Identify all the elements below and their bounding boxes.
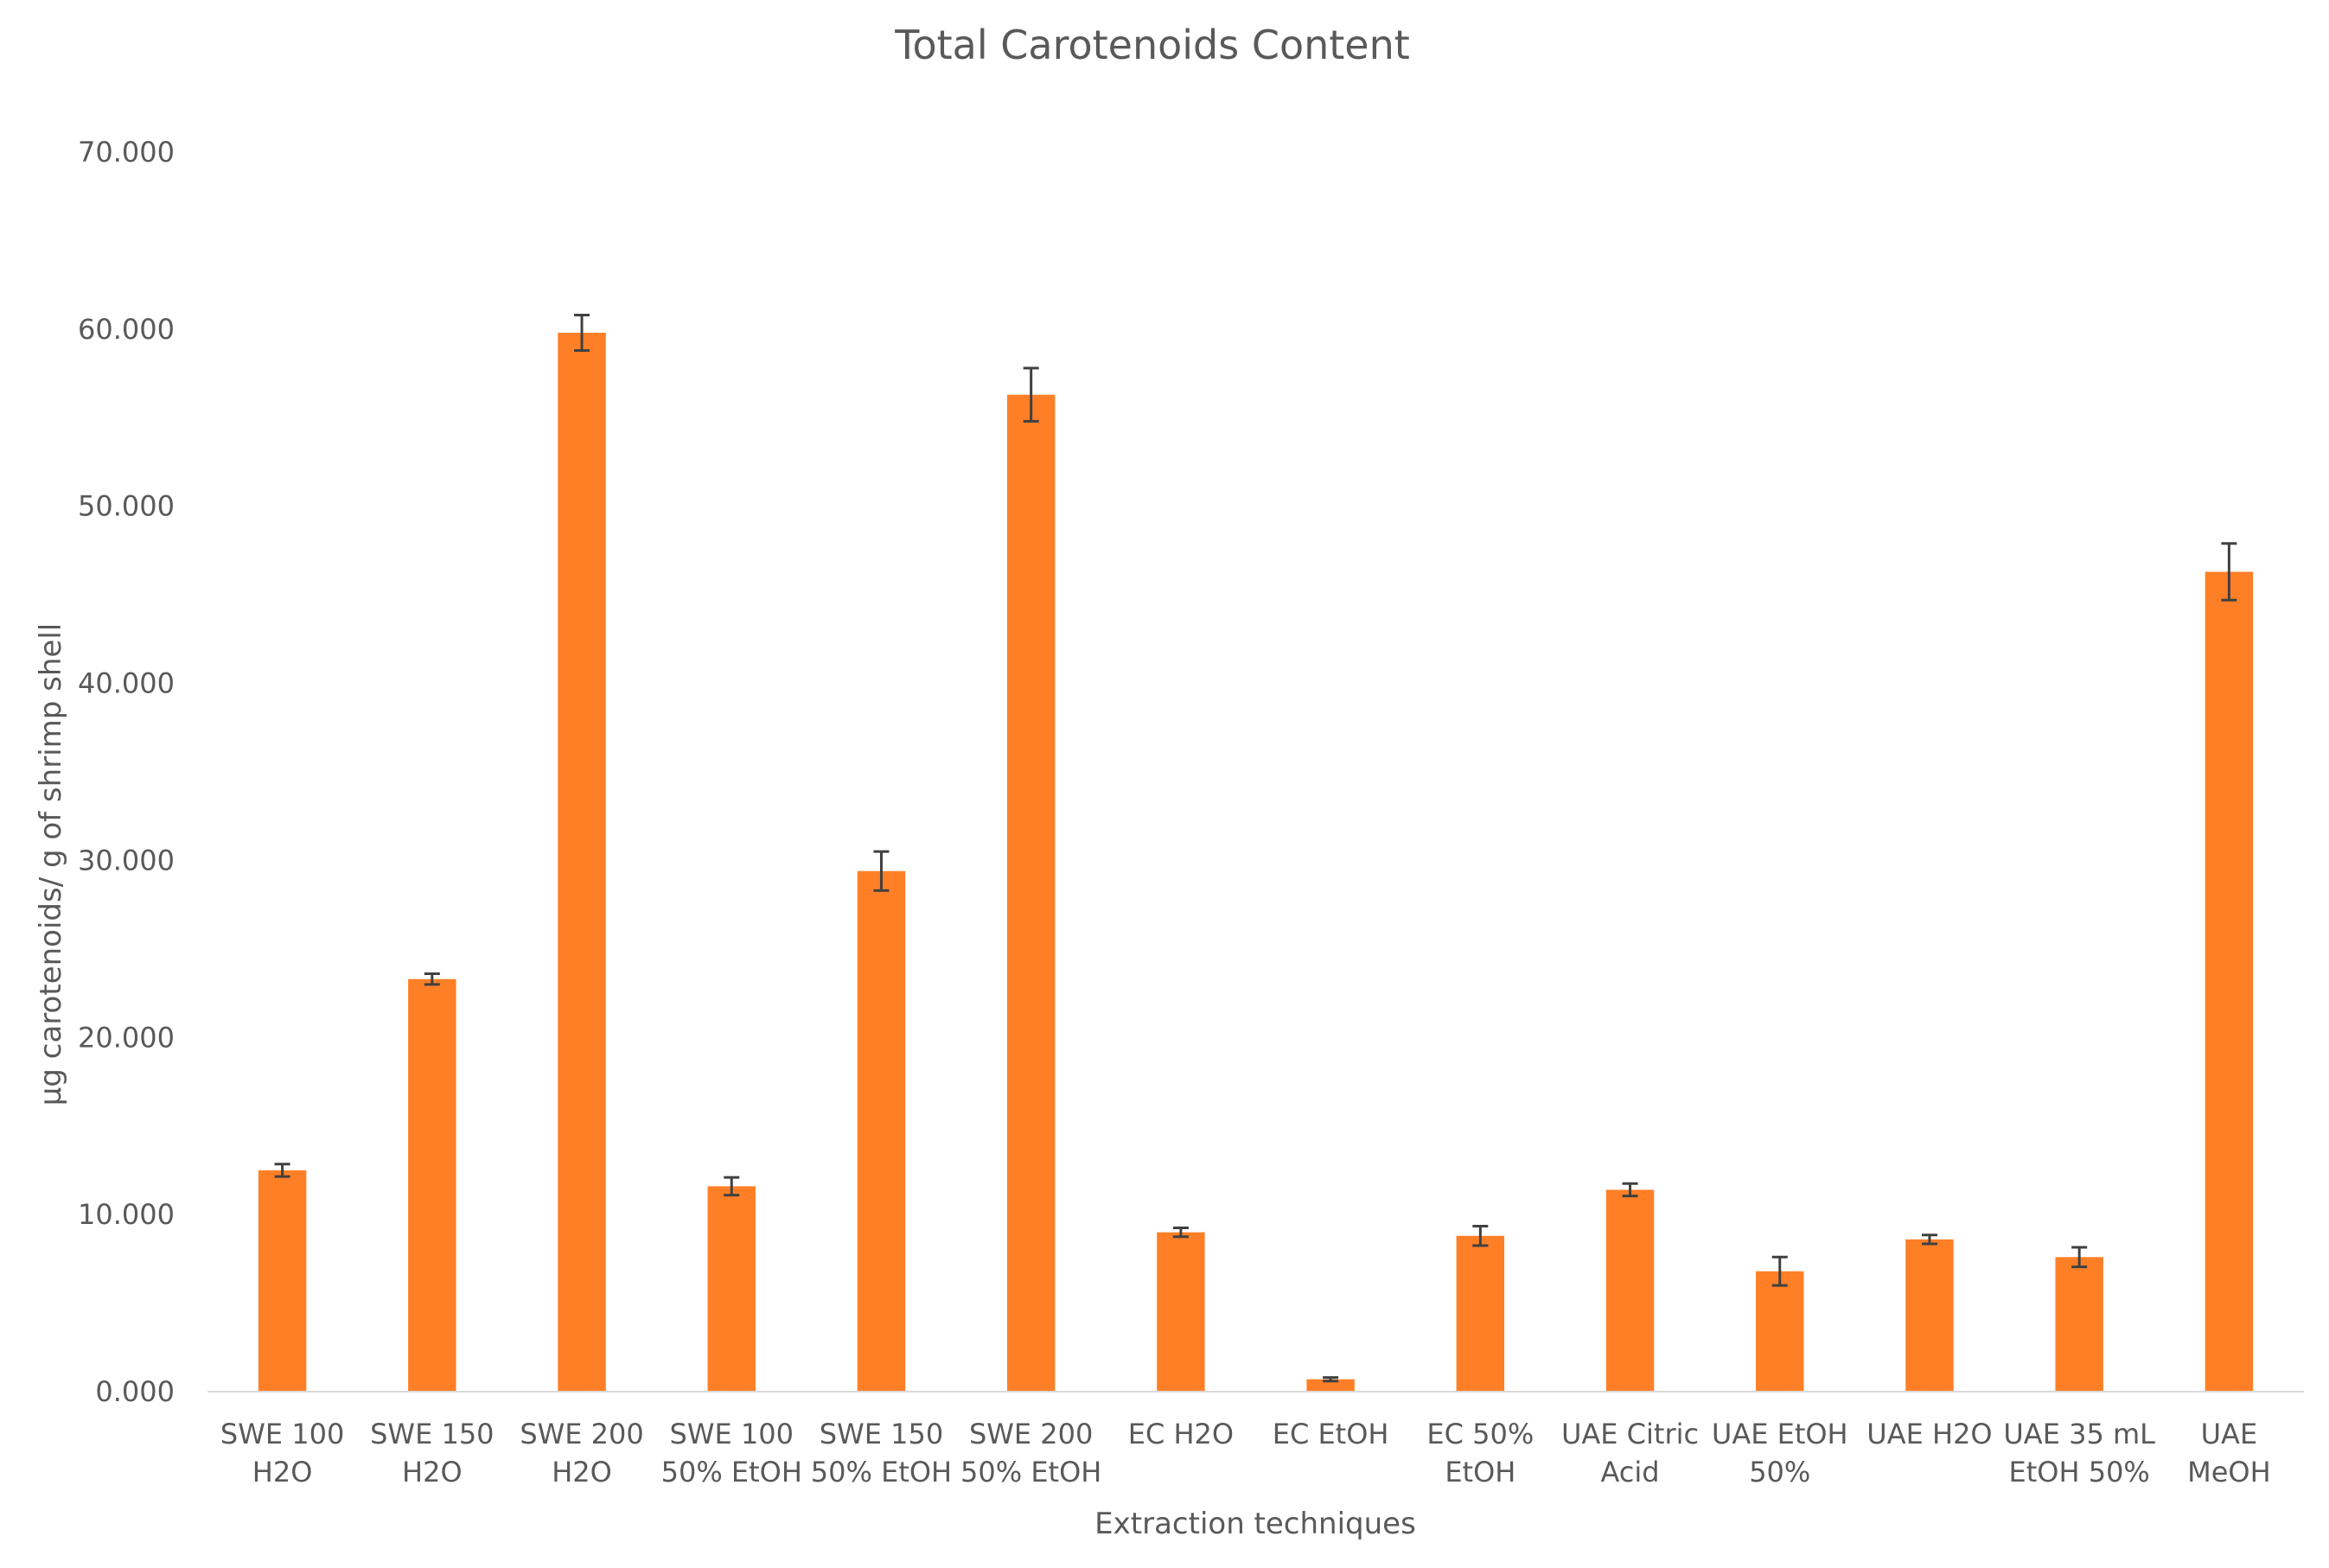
bar	[558, 332, 606, 1392]
bar	[2205, 571, 2254, 1392]
bar	[857, 870, 906, 1392]
x-tick-label: UAE Citric Acid	[1561, 1418, 1699, 1488]
bar	[1157, 1232, 1205, 1392]
x-axis-label: Extraction techniques	[1094, 1507, 1416, 1541]
x-tick-label: UAE EtOH 50%	[1712, 1418, 1848, 1488]
error-bar	[424, 972, 440, 986]
x-tick-label: UAE 35 mL EtOH 50%	[2003, 1418, 2155, 1488]
y-tick-label: 60.000	[78, 313, 175, 346]
chart-title: Total Carotenoids Content	[894, 22, 1410, 68]
x-tick-label: SWE 200 50% EtOH	[960, 1418, 1101, 1488]
y-tick-label: 20.000	[78, 1021, 175, 1054]
x-tick-label: SWE 100 50% EtOH	[661, 1418, 802, 1488]
y-tick-label: 10.000	[78, 1198, 175, 1231]
y-tick-label: 70.000	[78, 136, 175, 169]
bar	[1756, 1271, 1804, 1392]
bar	[258, 1170, 307, 1392]
error-bar	[274, 1163, 290, 1178]
bars	[258, 332, 2254, 1392]
x-tick-label: EC 50% EtOH	[1426, 1418, 1534, 1488]
x-tick-label: SWE 150 50% EtOH	[811, 1418, 952, 1488]
y-tick-label: 50.000	[78, 490, 175, 523]
error-bar	[2221, 542, 2237, 602]
bar	[2055, 1257, 2103, 1392]
error-bars	[274, 313, 2237, 1383]
bar	[707, 1186, 756, 1392]
bar	[1905, 1239, 1954, 1392]
x-tick-label: SWE 150 H2O	[370, 1418, 494, 1488]
error-bar	[1472, 1224, 1489, 1247]
y-tick-label: 30.000	[78, 844, 175, 876]
error-bar	[1771, 1255, 1788, 1287]
error-bar	[724, 1176, 740, 1197]
x-tick-labels: SWE 100 H2O SWE 150 H2O SWE 200 H2O SWE 100 50%…	[220, 1418, 2271, 1488]
bar	[1605, 1189, 1655, 1392]
y-axis-label: µg carotenoids/ g of shrimp shell	[34, 623, 68, 1106]
x-tick-label: EC H2O	[1128, 1418, 1234, 1450]
x-tick-label: UAE H2O	[1866, 1418, 1992, 1450]
x-tick-label: SWE 100 H2O	[220, 1418, 344, 1488]
error-bar	[1172, 1227, 1189, 1239]
error-bar	[1323, 1376, 1339, 1383]
error-bar	[2071, 1246, 2088, 1269]
y-tick-labels: 0.000 10.000 20.000 30.000 40.000 50.000 60.00…	[78, 136, 175, 1408]
error-bar	[1622, 1182, 1638, 1198]
error-bar	[1023, 367, 1039, 423]
bar	[408, 978, 456, 1392]
error-bar	[873, 850, 890, 892]
x-tick-label: UAE MeOH	[2187, 1418, 2271, 1488]
error-bar	[574, 313, 590, 352]
bar	[1456, 1235, 1505, 1392]
y-tick-label: 0.000	[95, 1375, 175, 1408]
error-bar	[1921, 1233, 1937, 1246]
x-tick-label: EC EtOH	[1273, 1418, 1389, 1450]
x-tick-label: SWE 200 H2O	[520, 1418, 643, 1488]
bar	[1006, 394, 1056, 1392]
bar	[1306, 1379, 1355, 1392]
y-tick-label: 40.000	[78, 667, 175, 700]
